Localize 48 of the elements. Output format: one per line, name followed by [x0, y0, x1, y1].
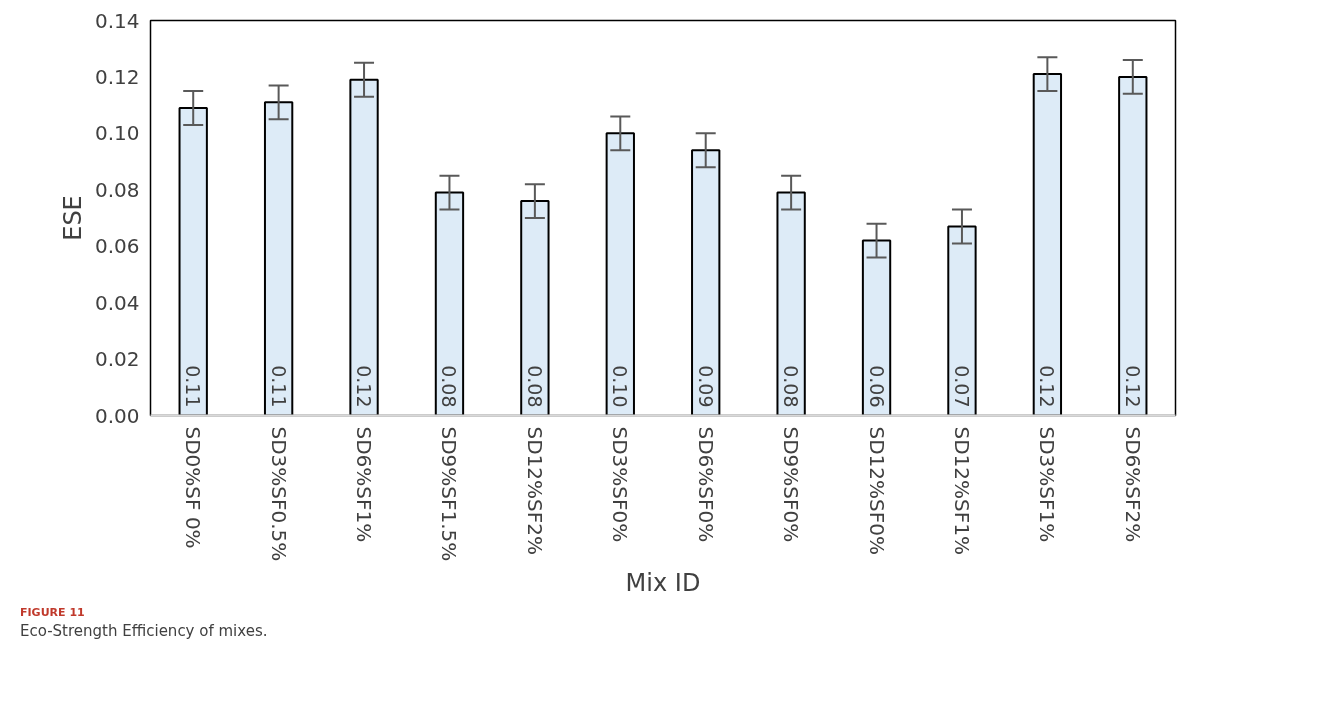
bar: [263, 101, 294, 416]
y-axis-title: ESE: [58, 195, 87, 241]
y-tick-label: 0.06: [94, 234, 140, 259]
data-label: 0.08: [523, 365, 546, 408]
bar: [434, 191, 465, 416]
x-tick-label: SD12%SF0%: [864, 426, 889, 555]
data-label: 0.09: [694, 365, 717, 408]
y-tick-label: 0.00: [94, 403, 140, 428]
x-axis-title: Mix ID: [625, 569, 701, 598]
y-tick-label: 0.08: [94, 177, 140, 202]
bar: [520, 200, 550, 416]
bar: [1118, 75, 1148, 416]
data-label: 0.11: [267, 365, 290, 408]
data-label: 0.08: [438, 365, 461, 408]
data-label: 0.06: [865, 365, 888, 408]
x-tick-label: SD0%SF 0%: [181, 426, 206, 549]
x-tick-label: SD6%SF0%: [693, 426, 718, 543]
bar: [861, 239, 892, 416]
bar: [691, 149, 721, 416]
data-label: 0.12: [353, 365, 376, 408]
x-tick-label: SD3%SF0.5%: [266, 426, 291, 562]
bar: [1032, 73, 1063, 416]
bar: [178, 106, 208, 416]
x-tick-label: SD6%SF1%: [352, 426, 377, 543]
x-tick-label: SD6%SF2%: [1120, 426, 1145, 543]
x-tick-label: SD12%SF2%: [522, 426, 547, 555]
y-tick-label: 0.02: [94, 347, 140, 372]
bar: [605, 132, 635, 416]
bar: [349, 78, 379, 416]
x-tick-label: SD9%SF0%: [779, 426, 804, 543]
y-tick-label: 0.14: [94, 8, 140, 33]
y-tick-label: 0.04: [94, 290, 140, 315]
data-label: 0.12: [1036, 365, 1059, 408]
data-label: 0.10: [609, 365, 632, 408]
bar: [776, 191, 806, 416]
caption: FIGURE 11: [20, 605, 86, 621]
data-label: 0.07: [950, 365, 973, 408]
x-tick-label: SD12%SF1%: [949, 426, 974, 555]
x-tick-label: SD3%SF0%: [608, 426, 633, 543]
x-tick-label: SD9%SF1.5%: [437, 426, 462, 562]
x-tick-label: SD3%SF1%: [1035, 426, 1060, 543]
y-tick-label: 0.10: [94, 121, 140, 146]
data-label: 0.08: [780, 365, 803, 408]
text: Eco-Strength Efficiency of mixes.: [20, 620, 268, 642]
data-label: 0.12: [1121, 365, 1144, 408]
data-label: 0.11: [182, 365, 205, 408]
y-tick-label: 0.12: [94, 64, 140, 89]
bar: [947, 225, 977, 416]
